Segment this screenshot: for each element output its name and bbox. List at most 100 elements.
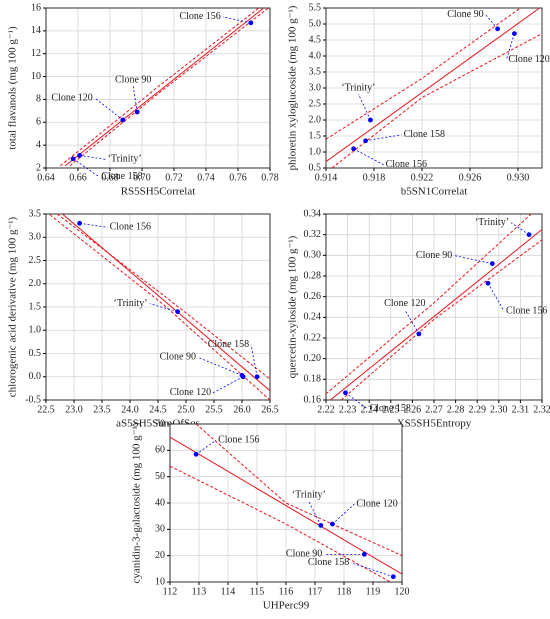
point-label: ‘Trinity’ bbox=[292, 490, 326, 501]
x-axis-label: UHPerc99 bbox=[263, 600, 310, 612]
chart-panel: 112 113 114 115 116 117 118 119 120 10 20 30 40 50 60 7… bbox=[131, 418, 410, 611]
x-tick-label: 2.29 bbox=[468, 404, 486, 415]
data-point bbox=[526, 232, 532, 238]
x-tick-label: 119 bbox=[366, 586, 381, 597]
y-tick-label: 8 bbox=[36, 94, 41, 105]
point-label: Clone 156 bbox=[110, 222, 151, 233]
y-tick-label: 10 bbox=[155, 576, 165, 587]
x-tick-label: 0.68 bbox=[101, 172, 119, 183]
y-axis-label: chlorogenic acid derivative (mg 100 g⁻¹) bbox=[7, 216, 19, 397]
regression-line bbox=[64, 8, 264, 167]
y-tick-label: 3.0 bbox=[29, 232, 42, 243]
y-tick-label: 14 bbox=[31, 25, 41, 36]
point-label: Clone 120 bbox=[170, 387, 211, 398]
x-tick-label: 0.922 bbox=[411, 172, 434, 183]
y-tick-label: 1.5 bbox=[309, 130, 322, 141]
y-tick-label: 1.0 bbox=[29, 325, 42, 336]
x-tick-label: 112 bbox=[163, 586, 178, 597]
chart-panel: 0.914 0.918 0.922 0.926 0.930 0.5 1.0 1.5 2.0 2.5… bbox=[287, 2, 550, 197]
y-tick-label: 0.18 bbox=[304, 374, 322, 385]
x-tick-label: 2.25 bbox=[382, 404, 400, 415]
point-label: Clone 120 bbox=[384, 298, 425, 309]
regression-line bbox=[326, 8, 540, 163]
data-point bbox=[485, 280, 491, 286]
confidence-band bbox=[69, 8, 269, 167]
y-tick-label: 60 bbox=[155, 445, 165, 456]
confidence-band bbox=[60, 8, 260, 167]
x-tick-label: 2.26 bbox=[404, 404, 422, 415]
data-point bbox=[512, 31, 517, 36]
x-tick-label: 25.0 bbox=[177, 404, 195, 415]
data-point bbox=[120, 117, 126, 123]
y-tick-label: 0.28 bbox=[304, 270, 322, 281]
x-tick-label: 25.5 bbox=[205, 404, 223, 415]
x-tick-label: 24.5 bbox=[149, 404, 167, 415]
data-point bbox=[351, 146, 356, 152]
x-tick-label: 116 bbox=[279, 586, 294, 597]
x-tick-label: 2.32 bbox=[533, 404, 550, 415]
data-point bbox=[248, 20, 254, 26]
y-tick-label: 2.0 bbox=[29, 278, 42, 289]
x-tick-label: 0.72 bbox=[165, 172, 183, 183]
y-tick-label: 3.5 bbox=[29, 208, 42, 219]
data-point bbox=[363, 138, 368, 144]
plot-frame bbox=[45, 213, 271, 401]
point-label: Clone 156 bbox=[179, 11, 220, 22]
data-point bbox=[330, 521, 335, 527]
point-label: Clone 158 bbox=[404, 129, 445, 140]
x-tick-label: 0.930 bbox=[507, 172, 530, 183]
leader-line bbox=[222, 16, 251, 24]
y-tick-label: 2.5 bbox=[309, 98, 322, 109]
leader-line bbox=[345, 392, 368, 410]
x-tick-label: 2.31 bbox=[512, 404, 530, 415]
y-tick-label: 3.0 bbox=[309, 82, 322, 93]
y-tick-label: 4 bbox=[36, 139, 41, 150]
leader-line bbox=[506, 33, 515, 60]
y-tick-label: 30 bbox=[155, 524, 165, 535]
confidence-band bbox=[340, 239, 542, 400]
leader-line bbox=[485, 14, 498, 30]
leader-line bbox=[308, 501, 322, 526]
y-tick-label: 0.22 bbox=[304, 332, 322, 343]
data-point bbox=[361, 551, 367, 557]
data-point bbox=[77, 153, 82, 158]
data-point bbox=[495, 26, 500, 32]
data-point bbox=[390, 574, 396, 580]
data-point bbox=[240, 374, 246, 380]
point-label: Clone 90 bbox=[115, 74, 151, 85]
data-point bbox=[343, 390, 348, 396]
point-label: Clone 156 bbox=[386, 159, 427, 170]
point-label: Clone 90 bbox=[160, 352, 196, 363]
x-tick-label: 2.28 bbox=[447, 404, 465, 415]
leader-line bbox=[332, 503, 355, 525]
y-tick-label: 12 bbox=[31, 48, 41, 59]
confidence-band bbox=[48, 214, 270, 400]
y-tick-label: 0.32 bbox=[304, 229, 322, 240]
x-tick-label: 0.70 bbox=[133, 172, 151, 183]
regression-line bbox=[170, 436, 402, 575]
plot-frame bbox=[325, 7, 543, 169]
y-tick-label: 10 bbox=[31, 71, 41, 82]
plot-area bbox=[46, 8, 270, 168]
confidence-band bbox=[326, 214, 532, 395]
chart-panel: 22.5 23.0 23.5 24.0 24.5 25.0 25.5 26.0 26.5 -0.5… bbox=[7, 208, 279, 429]
x-tick-label: 0.918 bbox=[363, 172, 386, 183]
y-tick-label: 4.5 bbox=[309, 34, 322, 45]
x-tick-label: 2.23 bbox=[339, 404, 357, 415]
y-tick-label: 2 bbox=[36, 162, 41, 173]
y-tick-label: 0.20 bbox=[304, 353, 322, 364]
y-tick-label: 3.5 bbox=[309, 66, 322, 77]
leader-line bbox=[149, 303, 178, 313]
leader-line bbox=[487, 283, 505, 312]
y-axis-label: phloretin xyloglucoside (mg 100 g⁻¹) bbox=[287, 5, 299, 170]
x-tick-label: 0.914 bbox=[315, 172, 338, 183]
leader-line bbox=[358, 93, 371, 121]
x-tick-label: 120 bbox=[395, 586, 410, 597]
leader-line bbox=[351, 562, 394, 578]
y-tick-label: 2.0 bbox=[309, 114, 322, 125]
point-label: Clone 90 bbox=[286, 549, 322, 560]
point-label: Clone 90 bbox=[416, 250, 452, 261]
data-point bbox=[134, 109, 140, 115]
x-tick-label: 23.0 bbox=[65, 404, 83, 415]
